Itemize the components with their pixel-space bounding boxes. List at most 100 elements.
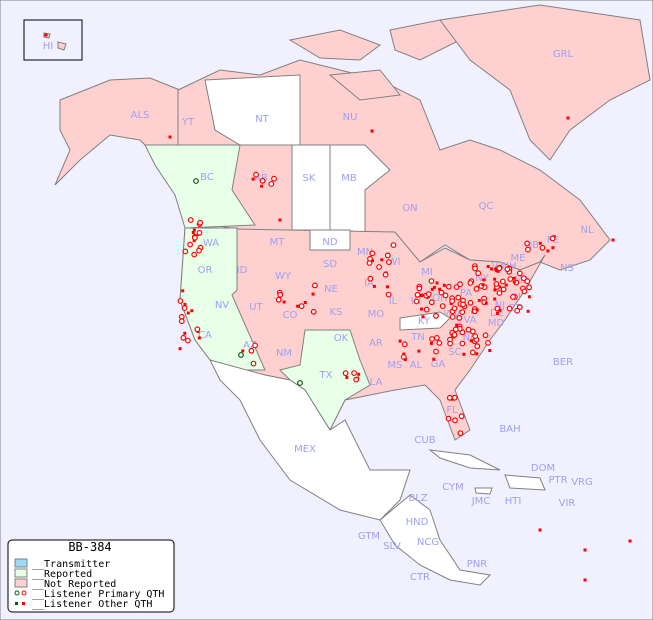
legend-swatch	[14, 578, 28, 588]
listener-other-marker	[278, 218, 282, 222]
listener-primary-marker	[496, 265, 503, 272]
listener-primary-marker	[459, 309, 466, 316]
region-alaska	[54, 77, 181, 186]
listener-primary-marker	[367, 255, 373, 262]
listener-primary-marker	[452, 417, 458, 424]
listener-other-marker	[504, 283, 508, 287]
listener-primary-marker	[539, 244, 546, 251]
listener-primary-marker	[253, 171, 259, 178]
region-label-hti: HTI	[505, 496, 522, 507]
region-central-america	[379, 494, 492, 586]
region-label-mt: MT	[270, 237, 286, 248]
legend-primary-icon-green	[14, 590, 20, 596]
legend-swatch	[14, 558, 28, 568]
listener-primary-marker	[500, 286, 507, 293]
listener-other-marker	[44, 33, 48, 37]
listener-other-marker	[498, 308, 502, 312]
listener-other-marker	[551, 246, 555, 250]
listener-primary-marker	[268, 181, 275, 187]
listener-primary-marker	[250, 360, 257, 367]
region-label-yt: YT	[181, 117, 195, 128]
listener-primary-marker	[353, 376, 360, 383]
listener-primary-marker	[376, 264, 383, 270]
region-label-nu: NU	[343, 112, 358, 123]
listener-markers	[44, 33, 632, 582]
region-label-ctr: CTR	[410, 572, 430, 583]
listener-other-marker	[345, 376, 349, 379]
listener-other-marker	[303, 301, 307, 304]
listener-primary-marker	[252, 342, 259, 349]
legend-swatch	[14, 568, 28, 578]
listener-primary-marker	[181, 305, 188, 312]
listener-primary-marker	[277, 291, 284, 298]
listener-primary-marker	[310, 308, 317, 315]
legend-title: BB-384	[68, 540, 111, 554]
listener-primary-marker	[456, 315, 463, 321]
region-label-jmc: JMC	[471, 496, 491, 507]
region-label-ca: CA	[198, 330, 212, 341]
listener-primary-marker	[367, 275, 374, 282]
region-label-nm: NM	[276, 348, 292, 359]
listener-primary-marker	[507, 276, 514, 282]
listener-primary-marker	[196, 247, 202, 254]
listener-other-marker	[484, 301, 488, 305]
region-label-me: ME	[511, 253, 526, 264]
listener-primary-marker	[473, 286, 480, 292]
listener-other-marker	[430, 287, 434, 291]
region-label-md: MD	[488, 318, 505, 329]
region-label-ne: NE	[324, 284, 338, 295]
listener-other-marker	[186, 311, 190, 315]
region-label-il: IL	[389, 296, 398, 307]
region-label-ky: KY	[418, 316, 431, 327]
region-label-nj: NJ	[495, 300, 505, 311]
region-label-nv: NV	[215, 300, 229, 311]
region-label-ms: MS	[388, 360, 403, 371]
listener-primary-marker	[458, 413, 465, 420]
listener-other-marker	[241, 349, 245, 353]
listener-primary-marker	[451, 305, 458, 312]
region-label-co: CO	[283, 310, 298, 321]
listener-other-marker	[486, 265, 490, 268]
listener-primary-marker	[414, 291, 421, 298]
listener-other-marker	[372, 284, 376, 288]
listener-other-marker	[260, 184, 264, 188]
region-label-sc: SC	[448, 347, 461, 358]
listener-primary-marker	[438, 289, 445, 296]
listener-other-marker	[191, 231, 195, 234]
listener-primary-marker	[526, 284, 532, 291]
region-label-or: OR	[198, 265, 213, 276]
listener-other-marker	[477, 298, 481, 302]
listener-primary-marker	[386, 259, 392, 266]
listener-other-marker	[546, 249, 550, 253]
region-label-gtm: GTM	[358, 531, 380, 542]
listener-primary-marker	[436, 340, 443, 346]
listener-primary-marker	[453, 284, 460, 291]
listener-primary-marker	[451, 394, 458, 401]
listener-primary-marker	[191, 251, 198, 258]
region-label-nb: NB	[525, 240, 539, 251]
listener-other-marker	[178, 347, 182, 351]
region-label-az: AZ	[243, 340, 257, 351]
listener-primary-marker	[472, 265, 478, 272]
region-bc	[144, 144, 256, 229]
listener-other-marker	[462, 352, 466, 356]
listener-primary-marker	[460, 301, 467, 308]
listener-other-marker	[475, 352, 479, 356]
listener-other-marker	[419, 307, 423, 311]
listener-other-marker	[475, 308, 479, 312]
listener-primary-marker	[459, 340, 466, 347]
legend-item-label: __Listener Other QTH	[32, 599, 152, 610]
region-west-reported	[179, 227, 266, 371]
listener-primary-marker	[416, 285, 423, 292]
legend-item-label: __Transmitter	[32, 559, 110, 570]
region-label-ia: IA	[364, 278, 374, 289]
region-label-vir: VIR	[559, 498, 576, 509]
listener-primary-marker	[516, 270, 523, 277]
listener-other-marker	[282, 300, 286, 304]
region-label-qc: QC	[479, 201, 494, 212]
listener-other-marker	[432, 357, 436, 361]
region-label-nc: NC	[463, 333, 477, 344]
listener-primary-marker	[433, 312, 439, 319]
region-label-tx: TX	[319, 370, 333, 381]
